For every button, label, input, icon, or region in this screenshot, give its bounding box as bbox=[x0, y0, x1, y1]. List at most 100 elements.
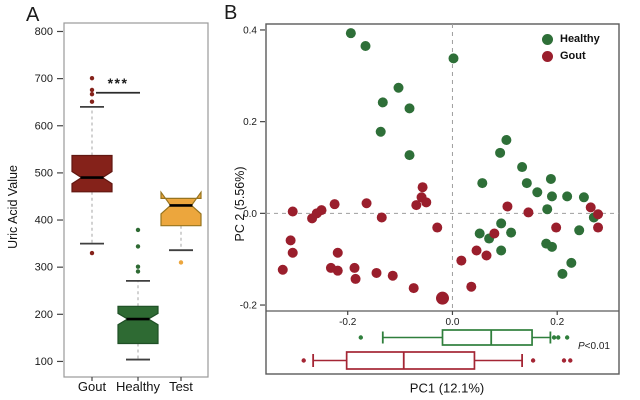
outlier-Healthy-3 bbox=[135, 269, 141, 274]
scatter-point-gout-34 bbox=[466, 281, 477, 292]
significance-stars: *** bbox=[108, 75, 129, 91]
scatter-point-healthy-5 bbox=[404, 103, 415, 114]
x-tick-label-b-1: 0.0 bbox=[445, 317, 459, 328]
scatter-point-gout-21 bbox=[421, 197, 432, 208]
scatter-point-healthy-1 bbox=[360, 41, 371, 52]
scatter-point-gout-31 bbox=[456, 255, 467, 266]
scatter-point-gout-29 bbox=[593, 222, 604, 233]
scatter-point-healthy-2 bbox=[448, 53, 459, 64]
scatter-point-healthy-0 bbox=[345, 28, 356, 39]
category-label-gout: Gout bbox=[77, 379, 107, 394]
scatter-point-gout-27 bbox=[593, 209, 604, 220]
y-tick-label-b-2: 0.0 bbox=[243, 209, 257, 220]
scatter-point-healthy-14 bbox=[532, 187, 543, 198]
y-tick-label-a-5: 600 bbox=[35, 120, 53, 132]
scatter-point-healthy-22 bbox=[506, 227, 517, 238]
outlier-Gout-0 bbox=[89, 75, 95, 81]
scatter-point-gout-19 bbox=[417, 182, 428, 193]
notched-box-Gout bbox=[71, 154, 113, 193]
panel-b-x-axis-title: PC1 (12.1%) bbox=[409, 380, 485, 396]
panel-b-plot-border bbox=[265, 23, 620, 375]
pc1-outlier-healthy-0 bbox=[358, 335, 363, 340]
category-label-healthy: Healthy bbox=[115, 379, 161, 394]
outlier-Gout-1 bbox=[89, 87, 95, 93]
legend-label-gout: Gout bbox=[560, 50, 586, 62]
scatter-point-gout-25 bbox=[523, 207, 534, 218]
legend-item-gout: Gout bbox=[542, 50, 600, 62]
gout-dot-icon bbox=[542, 50, 553, 62]
p-value-text: <0.01 bbox=[584, 341, 610, 352]
pc1-outlier-gout-3 bbox=[568, 358, 573, 363]
panel-a-y-axis-title: Uric Acid Value bbox=[6, 165, 20, 249]
scatter-point-gout-15 bbox=[371, 267, 382, 278]
scatter-point-gout-30 bbox=[489, 228, 500, 239]
y-tick-label-b-1: 0.2 bbox=[243, 117, 257, 128]
notched-box-Test bbox=[160, 190, 202, 227]
y-tick-label-b-3: -0.2 bbox=[240, 301, 258, 312]
y-tick-label-a-7: 800 bbox=[35, 26, 53, 38]
pc1-box-gout bbox=[345, 351, 476, 370]
scatter-point-gout-33 bbox=[481, 250, 492, 261]
x-tick-label-b-0: -0.2 bbox=[339, 317, 357, 328]
scatter-point-gout-24 bbox=[502, 201, 513, 212]
scatter-point-healthy-3 bbox=[393, 82, 404, 93]
scatter-point-gout-23 bbox=[432, 222, 443, 233]
outlier-Healthy-2 bbox=[135, 264, 141, 269]
panel-b-y-axis-title: PC 2 (5.56%) bbox=[233, 166, 247, 242]
y-tick-label-a-4: 500 bbox=[35, 167, 53, 179]
scatter-point-healthy-21 bbox=[474, 228, 485, 239]
scatter-point-gout-10 bbox=[332, 247, 343, 258]
scatter-point-healthy-26 bbox=[546, 241, 557, 252]
scatter-point-gout-5 bbox=[361, 198, 372, 209]
scatter-point-healthy-29 bbox=[574, 225, 585, 236]
category-label-test: Test bbox=[169, 379, 193, 394]
pc1-outlier-gout-2 bbox=[561, 358, 567, 363]
pc1-outlier-gout-1 bbox=[530, 358, 536, 363]
y-tick-label-a-3: 400 bbox=[35, 215, 53, 227]
scatter-point-healthy-24 bbox=[496, 245, 507, 256]
scatter-point-gout-18 bbox=[436, 291, 449, 305]
scatter-point-healthy-13 bbox=[545, 173, 556, 184]
scatter-point-gout-16 bbox=[387, 270, 398, 281]
scatter-point-healthy-9 bbox=[495, 147, 506, 158]
notched-box-Healthy bbox=[117, 305, 159, 345]
scatter-point-gout-22 bbox=[411, 200, 422, 211]
pc1-outlier-healthy-1 bbox=[551, 335, 557, 340]
y-tick-label-a-0: 100 bbox=[35, 356, 53, 368]
outlier-Gout-4 bbox=[89, 250, 95, 256]
scatter-point-gout-9 bbox=[277, 264, 288, 275]
legend: Healthy Gout bbox=[542, 33, 600, 62]
outlier-Gout-3 bbox=[89, 99, 95, 104]
panel-a-label: A bbox=[26, 4, 40, 26]
scatter-point-gout-13 bbox=[349, 262, 360, 273]
scatter-point-healthy-16 bbox=[562, 191, 573, 202]
scatter-point-healthy-28 bbox=[557, 268, 568, 279]
scatter-point-healthy-8 bbox=[501, 134, 512, 145]
pc1-outlier-gout-0 bbox=[301, 358, 306, 363]
scatter-point-healthy-10 bbox=[517, 162, 528, 173]
legend-label-healthy: Healthy bbox=[560, 33, 600, 45]
scatter-point-gout-32 bbox=[471, 245, 482, 256]
scatter-point-gout-28 bbox=[551, 222, 562, 233]
panel-b-label: B bbox=[224, 2, 238, 24]
scatter-point-gout-17 bbox=[408, 283, 419, 294]
panel-a-plot-border bbox=[63, 22, 209, 378]
scatter-point-healthy-7 bbox=[404, 150, 415, 161]
y-tick-label-a-2: 300 bbox=[35, 262, 53, 274]
scatter-point-healthy-12 bbox=[521, 178, 532, 189]
pc1-box-healthy bbox=[441, 329, 533, 346]
scatter-point-gout-14 bbox=[350, 273, 361, 284]
scatter-point-healthy-27 bbox=[566, 257, 577, 268]
scatter-point-healthy-4 bbox=[377, 97, 388, 108]
scatter-point-gout-3 bbox=[316, 205, 327, 216]
p-value-prefix: P bbox=[578, 341, 585, 352]
legend-item-healthy: Healthy bbox=[542, 33, 600, 45]
p-value-annotation: P<0.01 bbox=[578, 341, 610, 352]
scatter-point-healthy-20 bbox=[496, 218, 507, 229]
scatter-point-gout-7 bbox=[285, 235, 296, 246]
scatter-point-healthy-17 bbox=[578, 192, 589, 203]
scatter-point-gout-6 bbox=[376, 212, 387, 223]
scatter-point-gout-0 bbox=[287, 206, 298, 217]
